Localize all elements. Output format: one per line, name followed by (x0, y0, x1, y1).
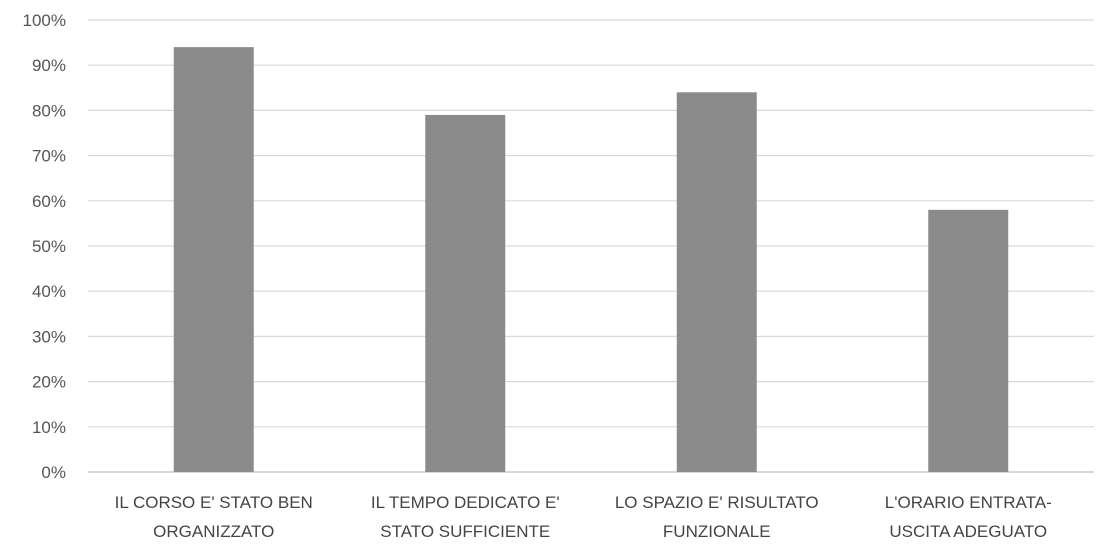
y-tick-label: 0% (41, 463, 66, 482)
y-tick-label: 90% (32, 56, 66, 75)
x-category-label: USCITA ADEGUATO (889, 522, 1047, 541)
y-tick-label: 100% (23, 11, 66, 30)
y-tick-label: 70% (32, 147, 66, 166)
x-category-label: LO SPAZIO E' RISULTATO (615, 493, 819, 512)
y-tick-label: 50% (32, 237, 66, 256)
y-tick-label: 20% (32, 373, 66, 392)
y-tick-label: 80% (32, 101, 66, 120)
bar (173, 47, 254, 473)
y-tick-label: 40% (32, 282, 66, 301)
x-category-label: ORGANIZZATO (153, 522, 274, 541)
y-axis-tick-labels: 0% 10% 20% 30% 40% 50% 60% 70% 80% 90% 100% (23, 11, 66, 482)
bars (173, 47, 1009, 473)
x-category-label: IL CORSO E' STATO BEN (115, 493, 313, 512)
gridlines (88, 19, 1094, 473)
x-category-label: L'ORARIO ENTRATA- (885, 493, 1052, 512)
x-axis-category-labels: IL CORSO E' STATO BEN ORGANIZZATO IL TEMPO… (115, 493, 1052, 541)
y-tick-label: 30% (32, 327, 66, 346)
x-category-label: FUNZIONALE (663, 522, 771, 541)
x-category-label: IL TEMPO DEDICATO E' (371, 493, 560, 512)
x-category-label: STATO SUFFICIENTE (380, 522, 550, 541)
y-tick-label: 10% (32, 418, 66, 437)
bar (676, 92, 757, 472)
bar (928, 209, 1009, 472)
bar (425, 114, 506, 473)
y-tick-label: 60% (32, 192, 66, 211)
